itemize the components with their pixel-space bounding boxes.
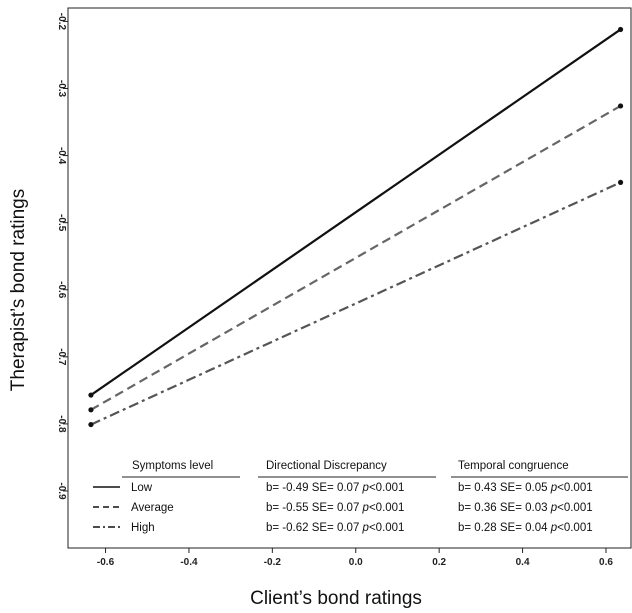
legend-tc-low: b= 0.43 SE= 0.05 p<0.001	[458, 482, 593, 494]
x-tick-label: 0.6	[599, 557, 613, 568]
series-point-high	[618, 180, 623, 185]
x-axis-title: Client’s bond ratings	[250, 588, 422, 609]
legend-header-symptoms: Symptoms level	[132, 460, 213, 472]
y-tick-label: -0.9	[56, 482, 67, 500]
y-tick-label: -0.2	[56, 13, 67, 31]
legend-tc-high: b= 0.28 SE= 0.04 p<0.001	[458, 522, 593, 534]
y-tick-label: -0.8	[56, 415, 67, 433]
y-tick-label: -0.3	[56, 80, 67, 98]
legend-label-average: Average	[131, 502, 174, 514]
series-line-average	[91, 106, 621, 410]
legend-label-low: Low	[131, 482, 153, 494]
x-tick-label: -0.6	[97, 557, 115, 568]
x-tick-label: 0.2	[432, 557, 446, 568]
x-axis-ticks: -0.6 -0.4 -0.2 0.0 0.2 0.4 0.6	[97, 548, 613, 568]
legend-dd-average: b= -0.55 SE= 0.07 p<0.001	[266, 502, 404, 514]
y-tick-label: -0.6	[56, 281, 67, 299]
x-tick-label: 0.4	[516, 557, 530, 568]
series-layer	[88, 27, 623, 427]
legend-dd-high: b= -0.62 SE= 0.07 p<0.001	[266, 522, 404, 534]
series-point-average	[618, 103, 623, 108]
legend-header-temporal: Temporal congruence	[458, 460, 569, 472]
x-tick-label: 0.0	[349, 557, 363, 568]
legend-table: Symptoms level Directional Discrepancy T…	[93, 460, 628, 534]
series-line-high	[91, 182, 621, 424]
series-point-high	[88, 422, 93, 427]
legend-dd-low: b= -0.49 SE= 0.07 p<0.001	[266, 482, 404, 494]
x-tick-label: -0.2	[264, 557, 282, 568]
legend-tc-average: b= 0.36 SE= 0.03 p<0.001	[458, 502, 593, 514]
y-tick-label: -0.4	[56, 147, 67, 165]
x-tick-label: -0.4	[180, 557, 198, 568]
y-tick-label: -0.7	[56, 348, 67, 366]
y-axis-title: Therapist’s bond ratings	[8, 189, 29, 391]
y-tick-label: -0.5	[56, 214, 67, 232]
series-line-low	[91, 29, 621, 395]
y-axis-ticks: -0.2 -0.3 -0.4 -0.5 -0.6 -0.7 -0.8 -0.9	[56, 13, 68, 500]
legend-header-directional: Directional Discrepancy	[266, 460, 387, 472]
legend-label-high: High	[131, 522, 155, 534]
series-point-average	[88, 407, 93, 412]
series-point-low	[618, 27, 623, 32]
series-point-low	[88, 392, 93, 397]
